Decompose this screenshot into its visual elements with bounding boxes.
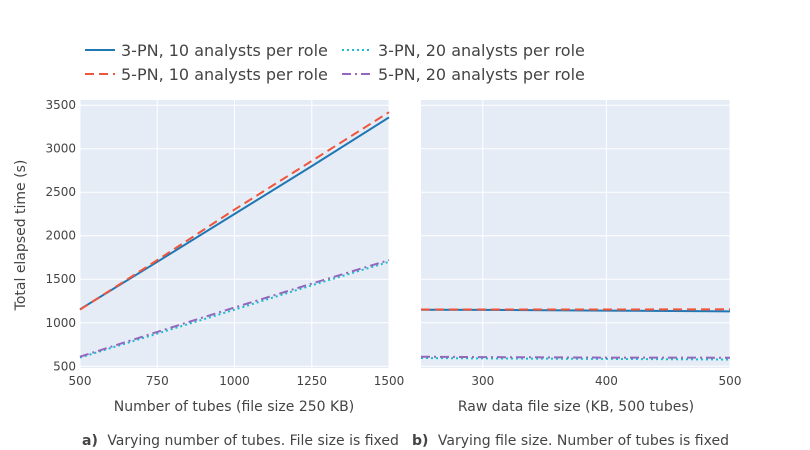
plot-background xyxy=(421,100,730,368)
y-tick-label: 3000 xyxy=(45,142,76,156)
legend-label: 5-PN, 20 analysts per role xyxy=(378,65,585,84)
caption-a: a) Varying number of tubes. File size is… xyxy=(82,433,399,449)
caption-b: b) Varying file size. Number of tubes is… xyxy=(412,433,729,449)
x-tick-label: 400 xyxy=(595,374,618,388)
caption-b-text: Varying file size. Number of tubes is fi… xyxy=(438,433,729,449)
panel-a: 500 1000 1500 2000 2500 3000 3500 500 750 1000 125… xyxy=(45,98,404,388)
y-tick-label: 500 xyxy=(53,359,76,373)
y-axis-title: Total elapsed time (s) xyxy=(13,160,29,312)
y-tick-label: 1500 xyxy=(45,272,76,286)
caption-b-prefix: b) xyxy=(412,433,428,449)
x-axis-title-b: Raw data file size (KB, 500 tubes) xyxy=(458,399,694,415)
y-tick-label: 3500 xyxy=(45,98,76,112)
x-tick-label: 1500 xyxy=(374,374,405,388)
x-tick-label: 1000 xyxy=(219,374,250,388)
legend: 3-PN, 10 analysts per role 3-PN, 20 analy… xyxy=(85,41,585,84)
legend-label: 3-PN, 20 analysts per role xyxy=(378,41,585,60)
y-tick-label: 2000 xyxy=(45,229,76,243)
caption-a-prefix: a) xyxy=(82,433,98,449)
legend-item[interactable]: 3-PN, 10 analysts per role xyxy=(85,41,328,60)
y-tick-label: 2500 xyxy=(45,185,76,199)
panel-b: 300 400 500 xyxy=(420,100,742,388)
legend-item[interactable]: 5-PN, 20 analysts per role xyxy=(342,65,585,84)
series-line xyxy=(420,355,731,359)
legend-label: 5-PN, 10 analysts per role xyxy=(121,65,328,84)
y-tick-label: 1000 xyxy=(45,316,76,330)
caption-a-text: Varying number of tubes. File size is fi… xyxy=(107,433,399,449)
x-axis-title-a: Number of tubes (file size 250 KB) xyxy=(114,399,355,415)
x-tick-label: 500 xyxy=(719,374,742,388)
series-line xyxy=(79,260,390,359)
series-line xyxy=(79,111,390,311)
legend-item[interactable]: 5-PN, 10 analysts per role xyxy=(85,65,328,84)
series-line xyxy=(420,357,731,361)
x-tick-label: 750 xyxy=(146,374,169,388)
legend-label: 3-PN, 10 analysts per role xyxy=(121,41,328,60)
legend-item[interactable]: 3-PN, 20 analysts per role xyxy=(342,41,585,60)
x-tick-label: 300 xyxy=(471,374,494,388)
x-tick-label: 500 xyxy=(69,374,92,388)
series-line xyxy=(79,259,390,358)
x-tick-label: 1250 xyxy=(296,374,327,388)
